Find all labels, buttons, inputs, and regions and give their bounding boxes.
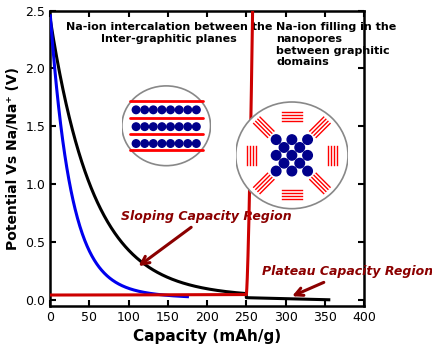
X-axis label: Capacity (mAh/g): Capacity (mAh/g) [133,329,281,344]
Y-axis label: Potential Vs Na/Na⁺ (V): Potential Vs Na/Na⁺ (V) [6,67,19,250]
Text: Sloping Capacity Region: Sloping Capacity Region [121,210,291,264]
Text: Plateau Capacity Region: Plateau Capacity Region [262,265,432,295]
Text: Na-ion intercalation between the
Inter-graphitic planes: Na-ion intercalation between the Inter-g… [66,22,273,44]
Text: Na-ion filling in the
nanopores
between graphitic
domains: Na-ion filling in the nanopores between … [276,22,397,67]
